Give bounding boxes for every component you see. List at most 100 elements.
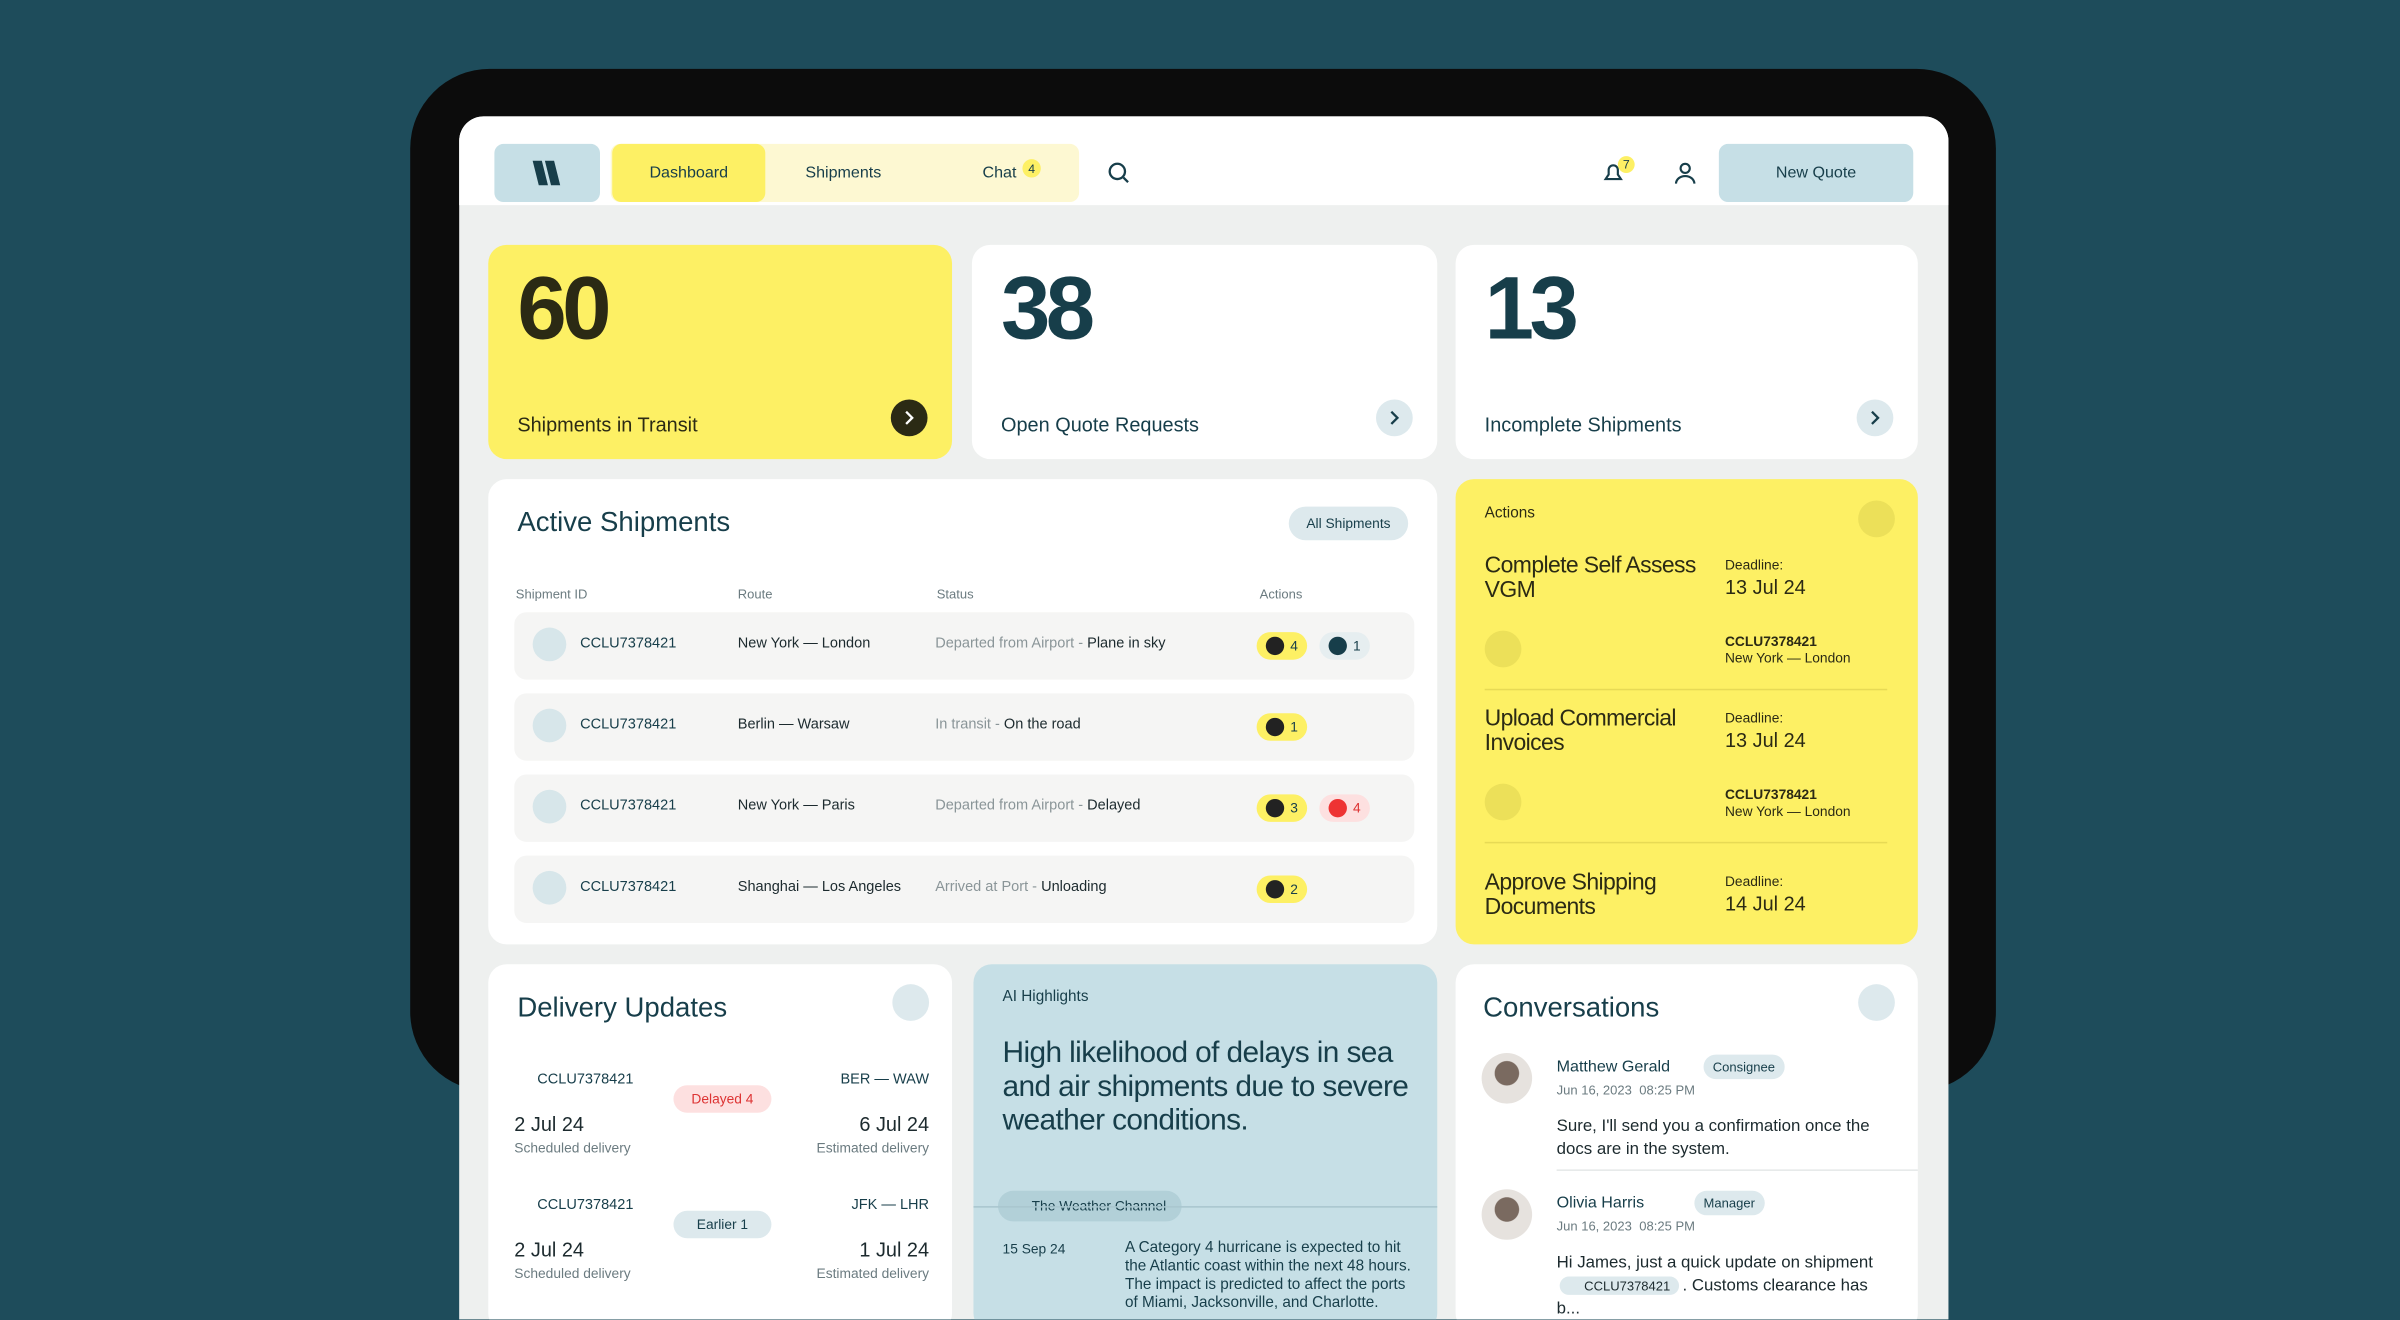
- deadline: 14 Jul 24: [1724, 892, 1806, 916]
- deadline: 13 Jul 24: [1724, 728, 1806, 752]
- arrow-button[interactable]: [890, 399, 928, 437]
- status: Departed from Airport - Plane in sky: [935, 635, 1165, 652]
- doc-icon: [1328, 636, 1347, 656]
- alert-icon: [1265, 798, 1285, 818]
- all-shipments-button[interactable]: All Shipments: [1288, 506, 1409, 541]
- alert-count: 2: [1290, 881, 1298, 897]
- action-ref: CCLU7378421: [1724, 786, 1817, 803]
- action-route: New York — London: [1724, 803, 1851, 819]
- shipment-id: CCLU7378421: [580, 797, 677, 815]
- status-prefix: Arrived at Port -: [935, 878, 1042, 896]
- divider: [973, 1206, 1438, 1208]
- bell-icon[interactable]: [1601, 161, 1625, 185]
- stat-value: 38: [1001, 258, 1095, 359]
- action-title: Complete Self Assess VGM: [1484, 552, 1697, 604]
- new-quote-button[interactable]: New Quote: [1718, 143, 1914, 203]
- status-value: On the road: [1003, 716, 1081, 734]
- logo[interactable]: [494, 143, 600, 203]
- divider: [1484, 841, 1888, 844]
- arrow-button[interactable]: [1856, 399, 1894, 437]
- alert-count: 3: [1290, 800, 1298, 816]
- mode-icon: [532, 627, 567, 662]
- delivery-id: CCLU7378421: [537, 1196, 634, 1214]
- route: Berlin — Warsaw: [737, 716, 850, 734]
- status: Arrived at Port - Unloading: [935, 879, 1106, 896]
- doc-badge: 4: [1319, 794, 1370, 822]
- doc-icon: [1328, 798, 1347, 818]
- actions-card: [1455, 479, 1918, 945]
- alert-badge: 2: [1256, 875, 1308, 904]
- scheduled-label: Scheduled delivery: [514, 1265, 631, 1282]
- logo-icon: [532, 160, 561, 186]
- scheduled-date: 2 Jul 24: [514, 1238, 584, 1262]
- action-title: Approve Shipping Documents: [1484, 869, 1657, 920]
- estimated-label: Estimated delivery: [816, 1140, 930, 1156]
- alert-count: 4: [1290, 638, 1298, 654]
- expand-button[interactable]: [892, 984, 930, 1021]
- ai-headline: High likelihood of delays in sea and air…: [1002, 1036, 1409, 1138]
- column-header: Shipment ID: [515, 586, 588, 602]
- alert-badge: 4: [1256, 632, 1308, 660]
- expand-button[interactable]: [1858, 500, 1895, 538]
- mode-icon: [532, 870, 567, 905]
- ai-date: 15 Sep 24: [1002, 1241, 1066, 1257]
- shipment-id: CCLU7378421: [580, 716, 677, 734]
- stat-label: Open Quote Requests: [1001, 413, 1200, 437]
- status-prefix: Departed from Airport -: [935, 797, 1088, 815]
- deadline: 13 Jul 24: [1724, 575, 1806, 599]
- delivery-card: [488, 964, 953, 1320]
- alert-icon: [1265, 636, 1285, 656]
- route: New York — Paris: [737, 797, 855, 815]
- avatar: [1481, 1053, 1533, 1104]
- stat-card: [488, 244, 953, 460]
- action-route: New York — London: [1724, 650, 1851, 666]
- shipment-chip: CCLU7378421: [1559, 1276, 1680, 1295]
- mode-icon: [532, 708, 567, 743]
- status: Departed from Airport - Delayed: [935, 797, 1140, 814]
- alert-icon: [1265, 880, 1285, 899]
- status-value: Unloading: [1041, 878, 1107, 896]
- estimated-date: 1 Jul 24: [859, 1238, 930, 1262]
- message-date: Jun 16, 2023: [1556, 1082, 1632, 1098]
- status-prefix: In transit -: [935, 716, 1004, 734]
- message-text: Hi James, just a quick update on shipmen…: [1557, 1252, 1886, 1319]
- stat-card: [1455, 244, 1918, 460]
- message-text: Sure, I'll send you a confirmation once …: [1557, 1116, 1886, 1162]
- action-button[interactable]: [1484, 783, 1522, 821]
- message-date: Jun 16, 2023: [1556, 1218, 1632, 1234]
- arrow-button[interactable]: [1376, 399, 1413, 437]
- search-icon[interactable]: [1107, 161, 1131, 185]
- action-title: Upload Commercial Invoices: [1484, 705, 1677, 757]
- estimated-label: Estimated delivery: [816, 1265, 930, 1282]
- column-header: Route: [737, 586, 773, 602]
- message-text-part: Sure, I'll send you a confirmation once …: [1556, 1117, 1870, 1159]
- deadline-label: Deadline:: [1724, 557, 1784, 573]
- arrow-button[interactable]: [1858, 984, 1895, 1021]
- nav-tab[interactable]: Chat: [982, 163, 1017, 183]
- ai-text: A Category 4 hurricane is expected to hi…: [1124, 1239, 1411, 1312]
- divider: [1556, 1169, 1918, 1171]
- estimated-date: 6 Jul 24: [859, 1112, 930, 1136]
- shipment-id: CCLU7378421: [580, 635, 677, 653]
- stat-value: 13: [1484, 258, 1579, 359]
- stat-value: 60: [517, 258, 611, 359]
- doc-badge: 1: [1319, 632, 1370, 660]
- chat-badge: 4: [1022, 159, 1041, 178]
- nav-tab[interactable]: Dashboard: [612, 143, 766, 203]
- user-icon[interactable]: [1673, 161, 1697, 185]
- divider: [1484, 688, 1888, 691]
- route: Shanghai — Los Angeles: [737, 878, 902, 896]
- action-button[interactable]: [1484, 630, 1522, 668]
- doc-count: 1: [1353, 638, 1361, 654]
- role-badge: Consignee: [1703, 1054, 1785, 1080]
- nav-tab[interactable]: Shipments: [805, 163, 882, 183]
- delivery-route: JFK — LHR: [851, 1196, 930, 1214]
- alert-badge: 3: [1256, 794, 1308, 822]
- message-text-end: . Customs clearance has b...: [1556, 1276, 1868, 1318]
- sender-name: Olivia Harris: [1556, 1193, 1645, 1213]
- stat-card: [971, 244, 1438, 460]
- scheduled-label: Scheduled delivery: [514, 1140, 631, 1156]
- role-badge: Manager: [1694, 1190, 1765, 1216]
